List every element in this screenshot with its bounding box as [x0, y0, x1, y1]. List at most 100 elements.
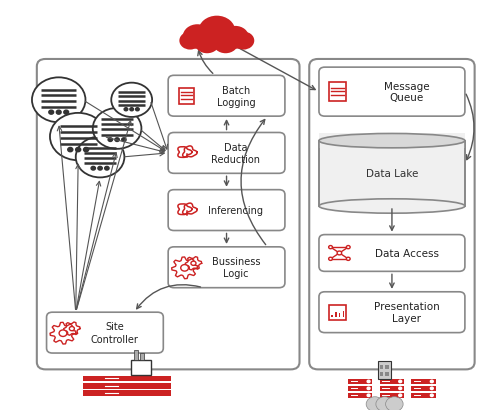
Polygon shape	[172, 257, 198, 279]
Circle shape	[430, 394, 433, 396]
FancyBboxPatch shape	[309, 60, 475, 370]
FancyBboxPatch shape	[329, 83, 346, 102]
Circle shape	[59, 330, 67, 337]
Text: Batch
Logging: Batch Logging	[216, 85, 255, 108]
FancyBboxPatch shape	[179, 88, 194, 104]
FancyBboxPatch shape	[380, 386, 404, 391]
Circle shape	[430, 387, 433, 389]
Circle shape	[98, 167, 102, 171]
Circle shape	[213, 33, 238, 54]
FancyBboxPatch shape	[329, 305, 346, 320]
Circle shape	[111, 83, 152, 118]
Circle shape	[198, 17, 235, 47]
FancyBboxPatch shape	[37, 60, 300, 370]
Circle shape	[222, 27, 249, 50]
FancyBboxPatch shape	[332, 315, 333, 317]
Circle shape	[386, 397, 403, 411]
Circle shape	[376, 397, 394, 411]
Circle shape	[191, 261, 196, 266]
Circle shape	[346, 258, 350, 261]
Circle shape	[76, 148, 81, 152]
FancyBboxPatch shape	[348, 393, 372, 398]
FancyBboxPatch shape	[168, 190, 285, 231]
Circle shape	[76, 137, 124, 178]
Polygon shape	[183, 147, 197, 158]
Circle shape	[399, 394, 401, 396]
Circle shape	[50, 114, 106, 161]
FancyBboxPatch shape	[47, 313, 163, 353]
Circle shape	[367, 394, 370, 396]
Polygon shape	[178, 147, 192, 158]
Circle shape	[367, 387, 370, 389]
Circle shape	[84, 148, 89, 152]
FancyBboxPatch shape	[380, 372, 383, 375]
Circle shape	[32, 78, 86, 123]
FancyBboxPatch shape	[319, 235, 465, 272]
FancyBboxPatch shape	[385, 372, 389, 375]
Circle shape	[108, 138, 113, 142]
Text: Data
Reduction: Data Reduction	[212, 142, 260, 165]
Circle shape	[64, 111, 68, 115]
Circle shape	[329, 246, 333, 249]
Circle shape	[329, 258, 333, 261]
Circle shape	[91, 167, 95, 171]
Circle shape	[194, 33, 220, 54]
Circle shape	[337, 252, 341, 255]
Text: Inferencing: Inferencing	[209, 206, 263, 216]
Text: Data Lake: Data Lake	[366, 169, 418, 179]
Circle shape	[122, 138, 126, 142]
Polygon shape	[63, 322, 80, 335]
FancyBboxPatch shape	[380, 393, 404, 398]
Circle shape	[367, 380, 370, 383]
FancyBboxPatch shape	[378, 361, 392, 379]
FancyBboxPatch shape	[380, 379, 404, 384]
FancyBboxPatch shape	[339, 314, 340, 317]
Circle shape	[399, 380, 401, 383]
Circle shape	[69, 327, 74, 331]
FancyBboxPatch shape	[348, 379, 372, 384]
Circle shape	[68, 148, 73, 152]
Circle shape	[181, 265, 188, 271]
Circle shape	[93, 109, 141, 150]
Polygon shape	[178, 204, 192, 215]
Circle shape	[183, 25, 212, 50]
FancyBboxPatch shape	[168, 76, 285, 117]
FancyBboxPatch shape	[140, 353, 144, 361]
FancyBboxPatch shape	[83, 390, 171, 396]
Circle shape	[56, 111, 61, 115]
Circle shape	[346, 246, 350, 249]
FancyBboxPatch shape	[411, 393, 436, 398]
Ellipse shape	[319, 199, 465, 214]
Polygon shape	[50, 323, 76, 344]
FancyBboxPatch shape	[335, 312, 337, 317]
Circle shape	[233, 33, 254, 50]
Text: Message
Queue: Message Queue	[384, 82, 430, 103]
Circle shape	[366, 397, 384, 411]
FancyBboxPatch shape	[411, 386, 436, 391]
Polygon shape	[185, 257, 202, 270]
FancyBboxPatch shape	[131, 361, 151, 375]
Circle shape	[124, 109, 128, 112]
Circle shape	[136, 109, 139, 112]
Circle shape	[430, 380, 433, 383]
FancyBboxPatch shape	[385, 366, 389, 369]
Text: Bussiness
Logic: Bussiness Logic	[212, 256, 260, 279]
FancyBboxPatch shape	[411, 379, 436, 384]
Circle shape	[130, 109, 133, 112]
Circle shape	[115, 138, 119, 142]
FancyBboxPatch shape	[342, 311, 344, 317]
FancyBboxPatch shape	[380, 366, 383, 369]
FancyBboxPatch shape	[83, 375, 171, 381]
FancyBboxPatch shape	[319, 134, 465, 149]
FancyBboxPatch shape	[168, 247, 285, 288]
FancyBboxPatch shape	[168, 133, 285, 174]
Circle shape	[49, 111, 54, 115]
Circle shape	[180, 33, 201, 50]
Text: Presentation
Layer: Presentation Layer	[373, 301, 439, 323]
Text: Site
Controller: Site Controller	[91, 322, 138, 344]
FancyBboxPatch shape	[319, 141, 465, 206]
Ellipse shape	[319, 134, 465, 149]
Text: Data Access: Data Access	[374, 248, 438, 259]
Circle shape	[105, 167, 109, 171]
FancyBboxPatch shape	[134, 350, 138, 361]
